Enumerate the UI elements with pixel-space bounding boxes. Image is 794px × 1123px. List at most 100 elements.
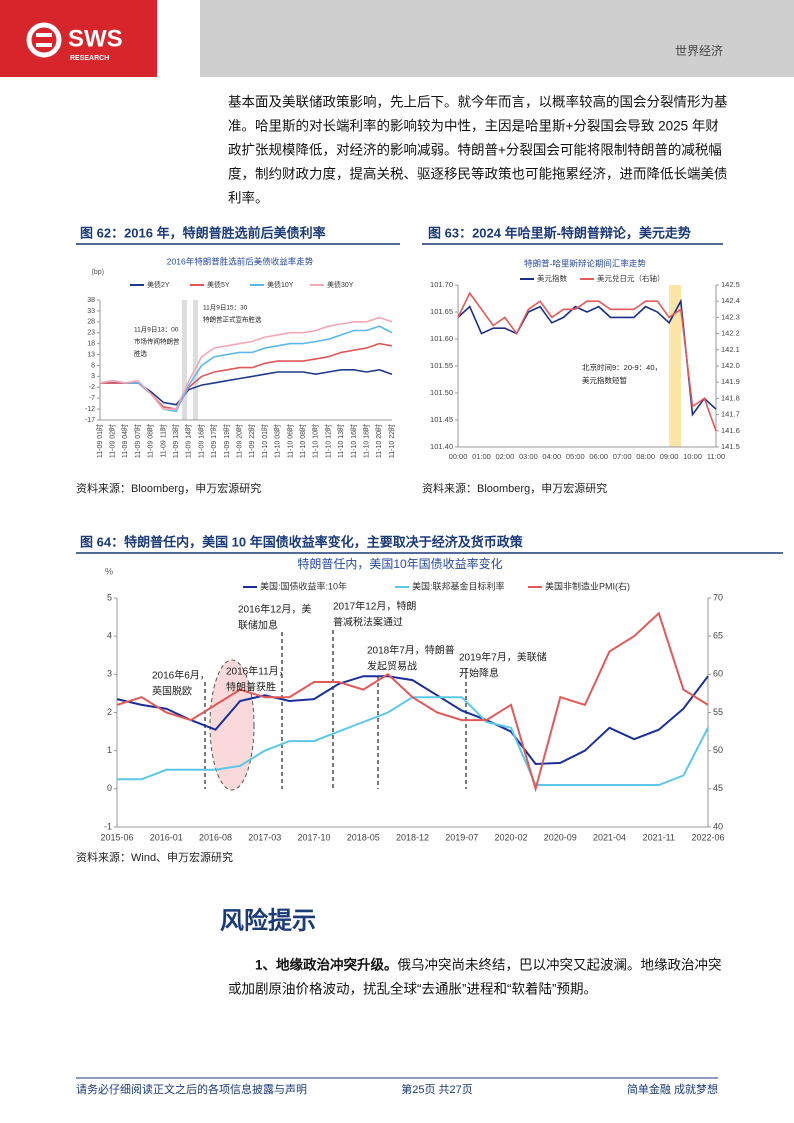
x-tick-label: 11-09 20时 — [234, 424, 243, 458]
x-tick-label: 11-09 14时 — [184, 424, 193, 458]
legend-label: 美国:联邦基金目标利率 — [412, 580, 505, 591]
body-text: 度，制约财政力度，提高关税、驱逐移民等政策也可能拖累经济，进而降低长端美债 — [228, 166, 728, 182]
x-tick-label: 11-10 01时 — [260, 424, 269, 458]
x-tick-label: 11-09 11时 — [158, 424, 167, 458]
logo-icon — [26, 22, 62, 58]
x-tick-label: 07:00 — [613, 452, 632, 461]
x-tick-label: 05:00 — [566, 452, 585, 461]
annotation: 北京时间9：20-9：40， — [582, 362, 662, 372]
x-tick-label: 11-09 02时 — [108, 424, 117, 458]
annotation: 美元指数短暂 — [582, 375, 627, 385]
footer-disclaimer: 请务必仔细阅读正文之后的各项信息披露与声明 — [76, 1082, 307, 1096]
x-tick-label: 11-09 13时 — [171, 424, 180, 458]
annotation: 特朗普正式宣布胜选 — [203, 315, 262, 324]
y2-tick-label: 142.3 — [721, 312, 740, 321]
brand: SWS — [68, 25, 123, 52]
annotation: 2016年12月，美 — [238, 603, 311, 616]
chart-title: 特朗普任内，美国10年国债收益率变化 — [297, 556, 502, 571]
x-tick-label: 2016-01 — [150, 832, 183, 842]
annotation: 开始降息 — [459, 667, 499, 680]
series-line — [100, 368, 393, 406]
y-tick-label: 101.40 — [430, 442, 453, 451]
annotation: 发起贸易战 — [367, 660, 417, 673]
y-tick-label: 2 — [107, 707, 112, 717]
y2-tick-label: 142.1 — [721, 345, 740, 354]
series-line — [116, 611, 709, 793]
y2-tick-label: 70 — [713, 592, 723, 602]
annotation: 11月9日15：30 — [203, 304, 248, 312]
series-line — [457, 291, 717, 432]
legend-label: 美债10Y — [267, 280, 294, 289]
x-tick-label: 11-10 22时 — [387, 424, 396, 458]
y-tick-label: 101.65 — [430, 307, 453, 316]
x-tick-label: 2015-06 — [100, 832, 133, 842]
x-tick-label: 11-09 16时 — [196, 424, 205, 458]
x-tick-label: 11-10 10时 — [311, 424, 320, 458]
logo-block — [0, 0, 157, 77]
annotation: 2018年7月，特朗普 — [367, 644, 455, 657]
annotation: 2016年11月， — [226, 665, 289, 678]
x-tick-label: 2022-06 — [691, 832, 724, 842]
x-tick-label: 11-09 01时 — [95, 424, 104, 458]
y2-tick-label: 142.5 — [721, 280, 740, 289]
y-tick-label: 3 — [91, 373, 95, 380]
y2-tick-label: 55 — [713, 707, 723, 717]
x-tick-label: 03:00 — [519, 452, 538, 461]
annotation: 11月9日13：00 — [134, 326, 179, 334]
x-tick-label: 11-10 18时 — [361, 424, 370, 458]
y-tick-label: 38 — [87, 297, 95, 304]
x-tick-label: 2017-10 — [297, 832, 330, 842]
legend-label: 美债30Y — [327, 280, 354, 289]
x-tick-label: 11-09 17时 — [209, 424, 218, 458]
y-tick-label: 23 — [87, 330, 95, 337]
legend-label: 美元指数 — [537, 273, 567, 283]
x-tick-label: 11-09 08时 — [146, 424, 155, 458]
y-tick-label: 0 — [107, 783, 112, 793]
section-name: 世界经济 — [675, 43, 723, 58]
y2-tick-label: 45 — [713, 783, 723, 793]
brand-sub: RESEARCH — [70, 55, 109, 62]
y2-tick-label: 141.9 — [721, 377, 740, 386]
y2-tick-label: 141.8 — [721, 393, 740, 402]
annotation: 2017年12月，特朗 — [333, 600, 416, 613]
x-tick-label: 08:00 — [636, 452, 655, 461]
footer-slogan: 简单金融 成就梦想 — [627, 1082, 718, 1096]
x-tick-label: 2021-11 — [643, 832, 675, 842]
annotation: 2019年7月，美联储 — [459, 651, 547, 664]
figure-source: 资料来源：Bloomberg，申万宏源研究 — [422, 481, 607, 495]
legend-label: 美元兑日元（右轴） — [597, 273, 665, 283]
section-heading: 风险提示 — [220, 906, 316, 934]
legend-label: 美债5Y — [207, 280, 230, 289]
series-line — [99, 316, 393, 410]
x-tick-label: 11-10 06时 — [285, 424, 294, 458]
x-tick-label: 00:00 — [449, 452, 468, 461]
x-tick-label: 11-10 16时 — [349, 424, 358, 458]
y-tick-label: 1 — [107, 745, 112, 755]
y-tick-label: 101.45 — [430, 415, 453, 424]
x-tick-label: 04:00 — [542, 452, 561, 461]
y-tick-label: 33 — [87, 308, 95, 315]
figure-source: 资料来源：Wind、申万宏源研究 — [76, 850, 233, 864]
risk-lead: 1、地缘政治冲突升级。 — [255, 957, 398, 973]
x-tick-label: 11-10 08时 — [298, 424, 307, 458]
x-tick-label: 11-10 20时 — [374, 424, 383, 458]
y2-tick-label: 141.7 — [721, 410, 740, 419]
y2-tick-label: 142.0 — [721, 361, 740, 370]
x-tick-label: 06:00 — [589, 452, 608, 461]
x-tick-label: 01:00 — [472, 452, 491, 461]
y-tick-label: 5 — [107, 592, 112, 602]
y2-tick-label: 65 — [713, 631, 723, 641]
x-tick-label: 2019-07 — [445, 832, 478, 842]
y-tick-label: -7 — [89, 395, 95, 402]
x-tick-label: 2020-02 — [494, 832, 527, 842]
legend-label: 美国:国债收益率:10年 — [260, 580, 347, 591]
y2-tick-label: 40 — [713, 821, 723, 831]
event-band — [669, 285, 681, 447]
x-tick-label: 2017-03 — [248, 832, 281, 842]
series-line — [116, 675, 709, 766]
body-text: 俄乌冲突尚未终结，巴以冲突又起波澜。地缘政治冲突 — [398, 958, 722, 973]
header-bar — [200, 0, 794, 77]
x-tick-label: 11-09 04时 — [120, 424, 129, 458]
annotation: 联储加息 — [238, 619, 278, 632]
